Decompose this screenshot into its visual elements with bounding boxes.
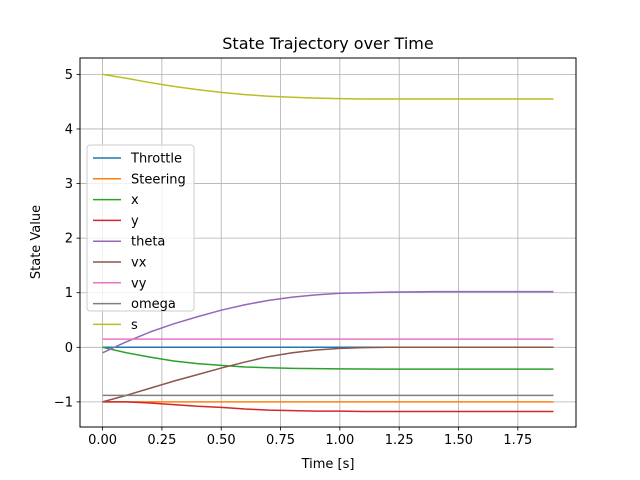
legend-label-x: x bbox=[131, 193, 139, 208]
x-tick-label: 1.75 bbox=[503, 433, 532, 448]
x-tick-label: 0.75 bbox=[266, 433, 295, 448]
y-tick-label: 0 bbox=[65, 341, 73, 356]
series-line-x bbox=[102, 346, 554, 370]
legend-label-s: s bbox=[131, 318, 138, 333]
legend-box bbox=[86, 144, 195, 312]
x-tick-label: 0.25 bbox=[147, 433, 176, 448]
legend: Throttle Steering xy theta vx vy omega s bbox=[86, 144, 195, 333]
x-axis-label: Time [s] bbox=[301, 457, 355, 472]
x-tick-label: 1.00 bbox=[325, 433, 354, 448]
x-tick-label: 1.50 bbox=[444, 433, 473, 448]
legend-label-theta: theta bbox=[131, 235, 165, 250]
legend-label-steering: Steering bbox=[131, 172, 186, 187]
x-tick-label: 0.50 bbox=[207, 433, 236, 448]
legend-label-omega: omega bbox=[131, 297, 176, 312]
legend-label-vy: vy bbox=[131, 276, 147, 291]
x-tick-label: 0.00 bbox=[88, 433, 117, 448]
plot-frame bbox=[79, 57, 577, 428]
y-tick-label: −1 bbox=[54, 395, 73, 410]
x-tick-label: 1.25 bbox=[385, 433, 414, 448]
legend-items: Throttle Steering xy theta vx vy omega s bbox=[93, 152, 186, 333]
y-tick-label: 2 bbox=[65, 232, 73, 247]
y-tick-label: 4 bbox=[65, 122, 73, 137]
chart-title: State Trajectory over Time bbox=[222, 34, 433, 53]
y-tick-label: 3 bbox=[65, 177, 73, 192]
series-line-y bbox=[102, 401, 554, 413]
series-line-s bbox=[102, 73, 554, 100]
series-line-vx bbox=[102, 346, 554, 403]
series-line-theta bbox=[102, 290, 554, 354]
ticks: 0.00 0.25 0.50 0.75 1.00 1.25 1.50 1.75 −1 0 1 2 3 4 5 bbox=[54, 68, 533, 448]
legend-label-vx: vx bbox=[131, 256, 147, 271]
y-axis-label: State Value bbox=[29, 205, 44, 279]
series-group bbox=[102, 73, 554, 413]
legend-label-throttle: Throttle bbox=[130, 152, 182, 167]
y-tick-label: 5 bbox=[65, 68, 73, 83]
y-tick-label: 1 bbox=[65, 286, 73, 301]
legend-label-y: y bbox=[131, 214, 139, 229]
